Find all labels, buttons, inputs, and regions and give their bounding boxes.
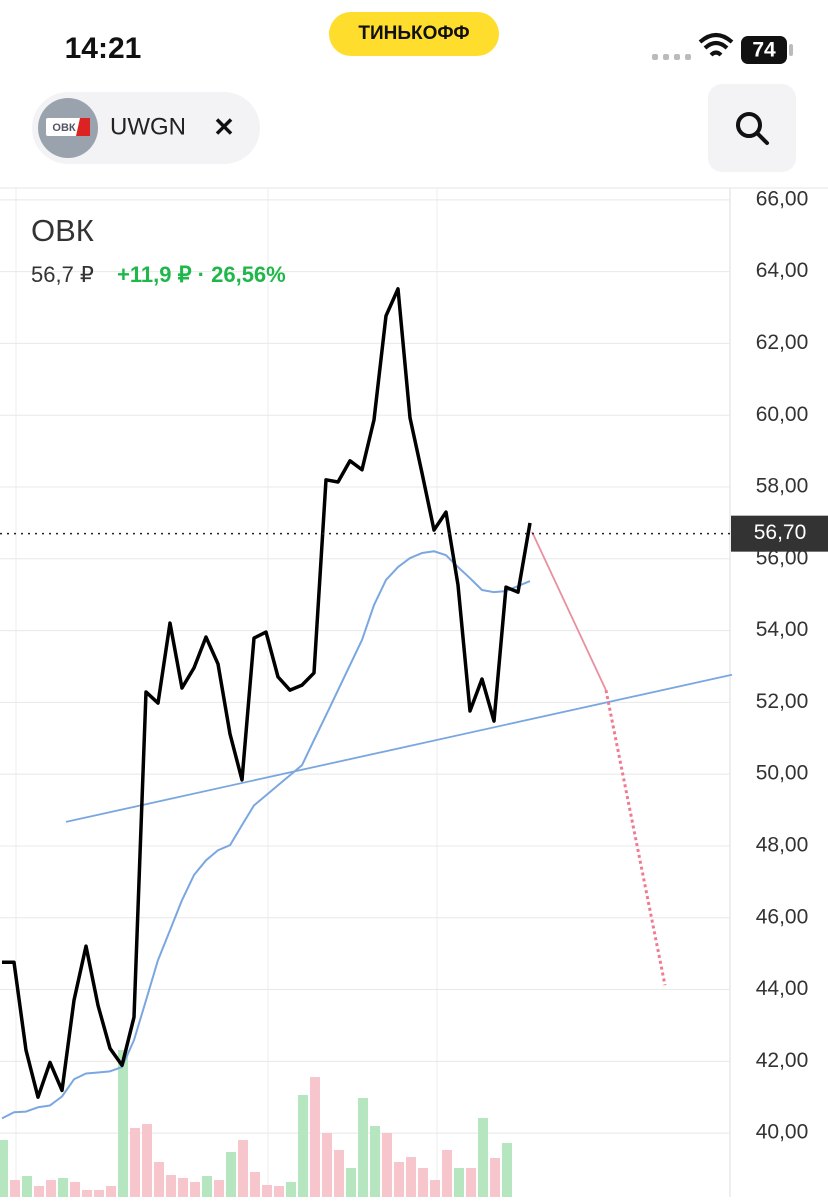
quote-change: +11,9 ₽ · 26,56% [117, 262, 286, 287]
trend-line [65, 673, 733, 823]
trend-line [604, 689, 667, 986]
y-tick-label: 62,00 [756, 331, 809, 354]
volume-bar [154, 1162, 164, 1197]
chip-logo-text: ОВК [52, 122, 76, 134]
volume-bar [478, 1118, 488, 1197]
volume-bar [262, 1185, 272, 1197]
volume-bar [430, 1180, 440, 1197]
volume-bar [58, 1178, 68, 1197]
volume-bar [346, 1168, 356, 1197]
battery-icon [741, 36, 787, 64]
y-tick-label: 50,00 [756, 762, 809, 785]
volume-bar [10, 1180, 20, 1197]
last-price-badge [731, 515, 828, 552]
y-tick-label: 40,00 [756, 1121, 809, 1144]
volume-bar [46, 1180, 56, 1197]
signal-icon [652, 54, 691, 60]
y-tick-label: 52,00 [756, 690, 809, 713]
y-tick-label: 48,00 [756, 833, 809, 856]
volume-bar [406, 1157, 416, 1197]
volume-bar [286, 1182, 296, 1197]
search-icon [736, 112, 762, 138]
y-tick-label: 56,00 [756, 546, 809, 569]
volume-bar [118, 1050, 128, 1197]
battery-tip [789, 44, 793, 56]
volume-bar [94, 1190, 104, 1197]
volume-bar [190, 1182, 200, 1197]
volume-bar [490, 1158, 500, 1197]
close-button[interactable]: ✕ [213, 112, 235, 142]
search-icon-handle [755, 131, 769, 145]
volume-bar [214, 1180, 224, 1197]
volume-bar [298, 1095, 308, 1197]
volume-bar [502, 1143, 512, 1197]
ticker: UWGN [110, 113, 186, 140]
volume-bar [418, 1168, 428, 1197]
volume-bar [334, 1150, 344, 1197]
volume-bar [358, 1098, 368, 1197]
volume-bar [0, 1140, 8, 1197]
volume-bar [202, 1176, 212, 1197]
volume-bar [310, 1077, 320, 1197]
wifi-icon [698, 33, 734, 57]
quote-price: 56,7 ₽ [31, 262, 94, 287]
brand-text: ТИНЬКОФФ [358, 23, 469, 44]
series-line [2, 287, 532, 1099]
search-button[interactable] [708, 84, 796, 172]
volume-bar [382, 1133, 392, 1197]
volume-bar [274, 1186, 284, 1197]
volume-bar [394, 1162, 404, 1197]
last-price-label: 56,70 [754, 521, 807, 544]
volume-bar [370, 1126, 380, 1197]
y-tick-label: 66,00 [756, 187, 809, 210]
volume-bar [22, 1176, 32, 1197]
volume-bar [226, 1152, 236, 1197]
y-tick-label: 44,00 [756, 977, 809, 1000]
quote-name: ОВК [31, 213, 94, 248]
volume-bar [106, 1186, 116, 1197]
volume-bar [454, 1168, 464, 1197]
y-tick-label: 64,00 [756, 259, 809, 282]
trend-line [531, 531, 607, 691]
chip-logo-mark [76, 118, 90, 136]
volume-bar [250, 1172, 260, 1197]
series-line [1, 550, 531, 1120]
battery-level: 74 [752, 39, 776, 62]
volume-bar [130, 1128, 140, 1197]
plot [0, 199, 733, 1197]
volume-bar [70, 1182, 80, 1197]
volume-bar [166, 1175, 176, 1197]
volume-bar [82, 1190, 92, 1197]
volume-bar [238, 1140, 248, 1197]
volume-bar [322, 1133, 332, 1197]
y-tick-label: 60,00 [756, 403, 809, 426]
status-time: 14:21 [65, 32, 142, 65]
y-tick-label: 54,00 [756, 618, 809, 641]
y-tick-label: 46,00 [756, 905, 809, 928]
y-tick-label: 58,00 [756, 475, 809, 498]
volume-bar [178, 1178, 188, 1197]
volume-bar [442, 1150, 452, 1197]
volume-bar [142, 1124, 152, 1197]
brand-badge [329, 12, 499, 56]
volume-bar [34, 1186, 44, 1197]
y-tick-label: 42,00 [756, 1049, 809, 1072]
volume-bar [466, 1168, 476, 1197]
